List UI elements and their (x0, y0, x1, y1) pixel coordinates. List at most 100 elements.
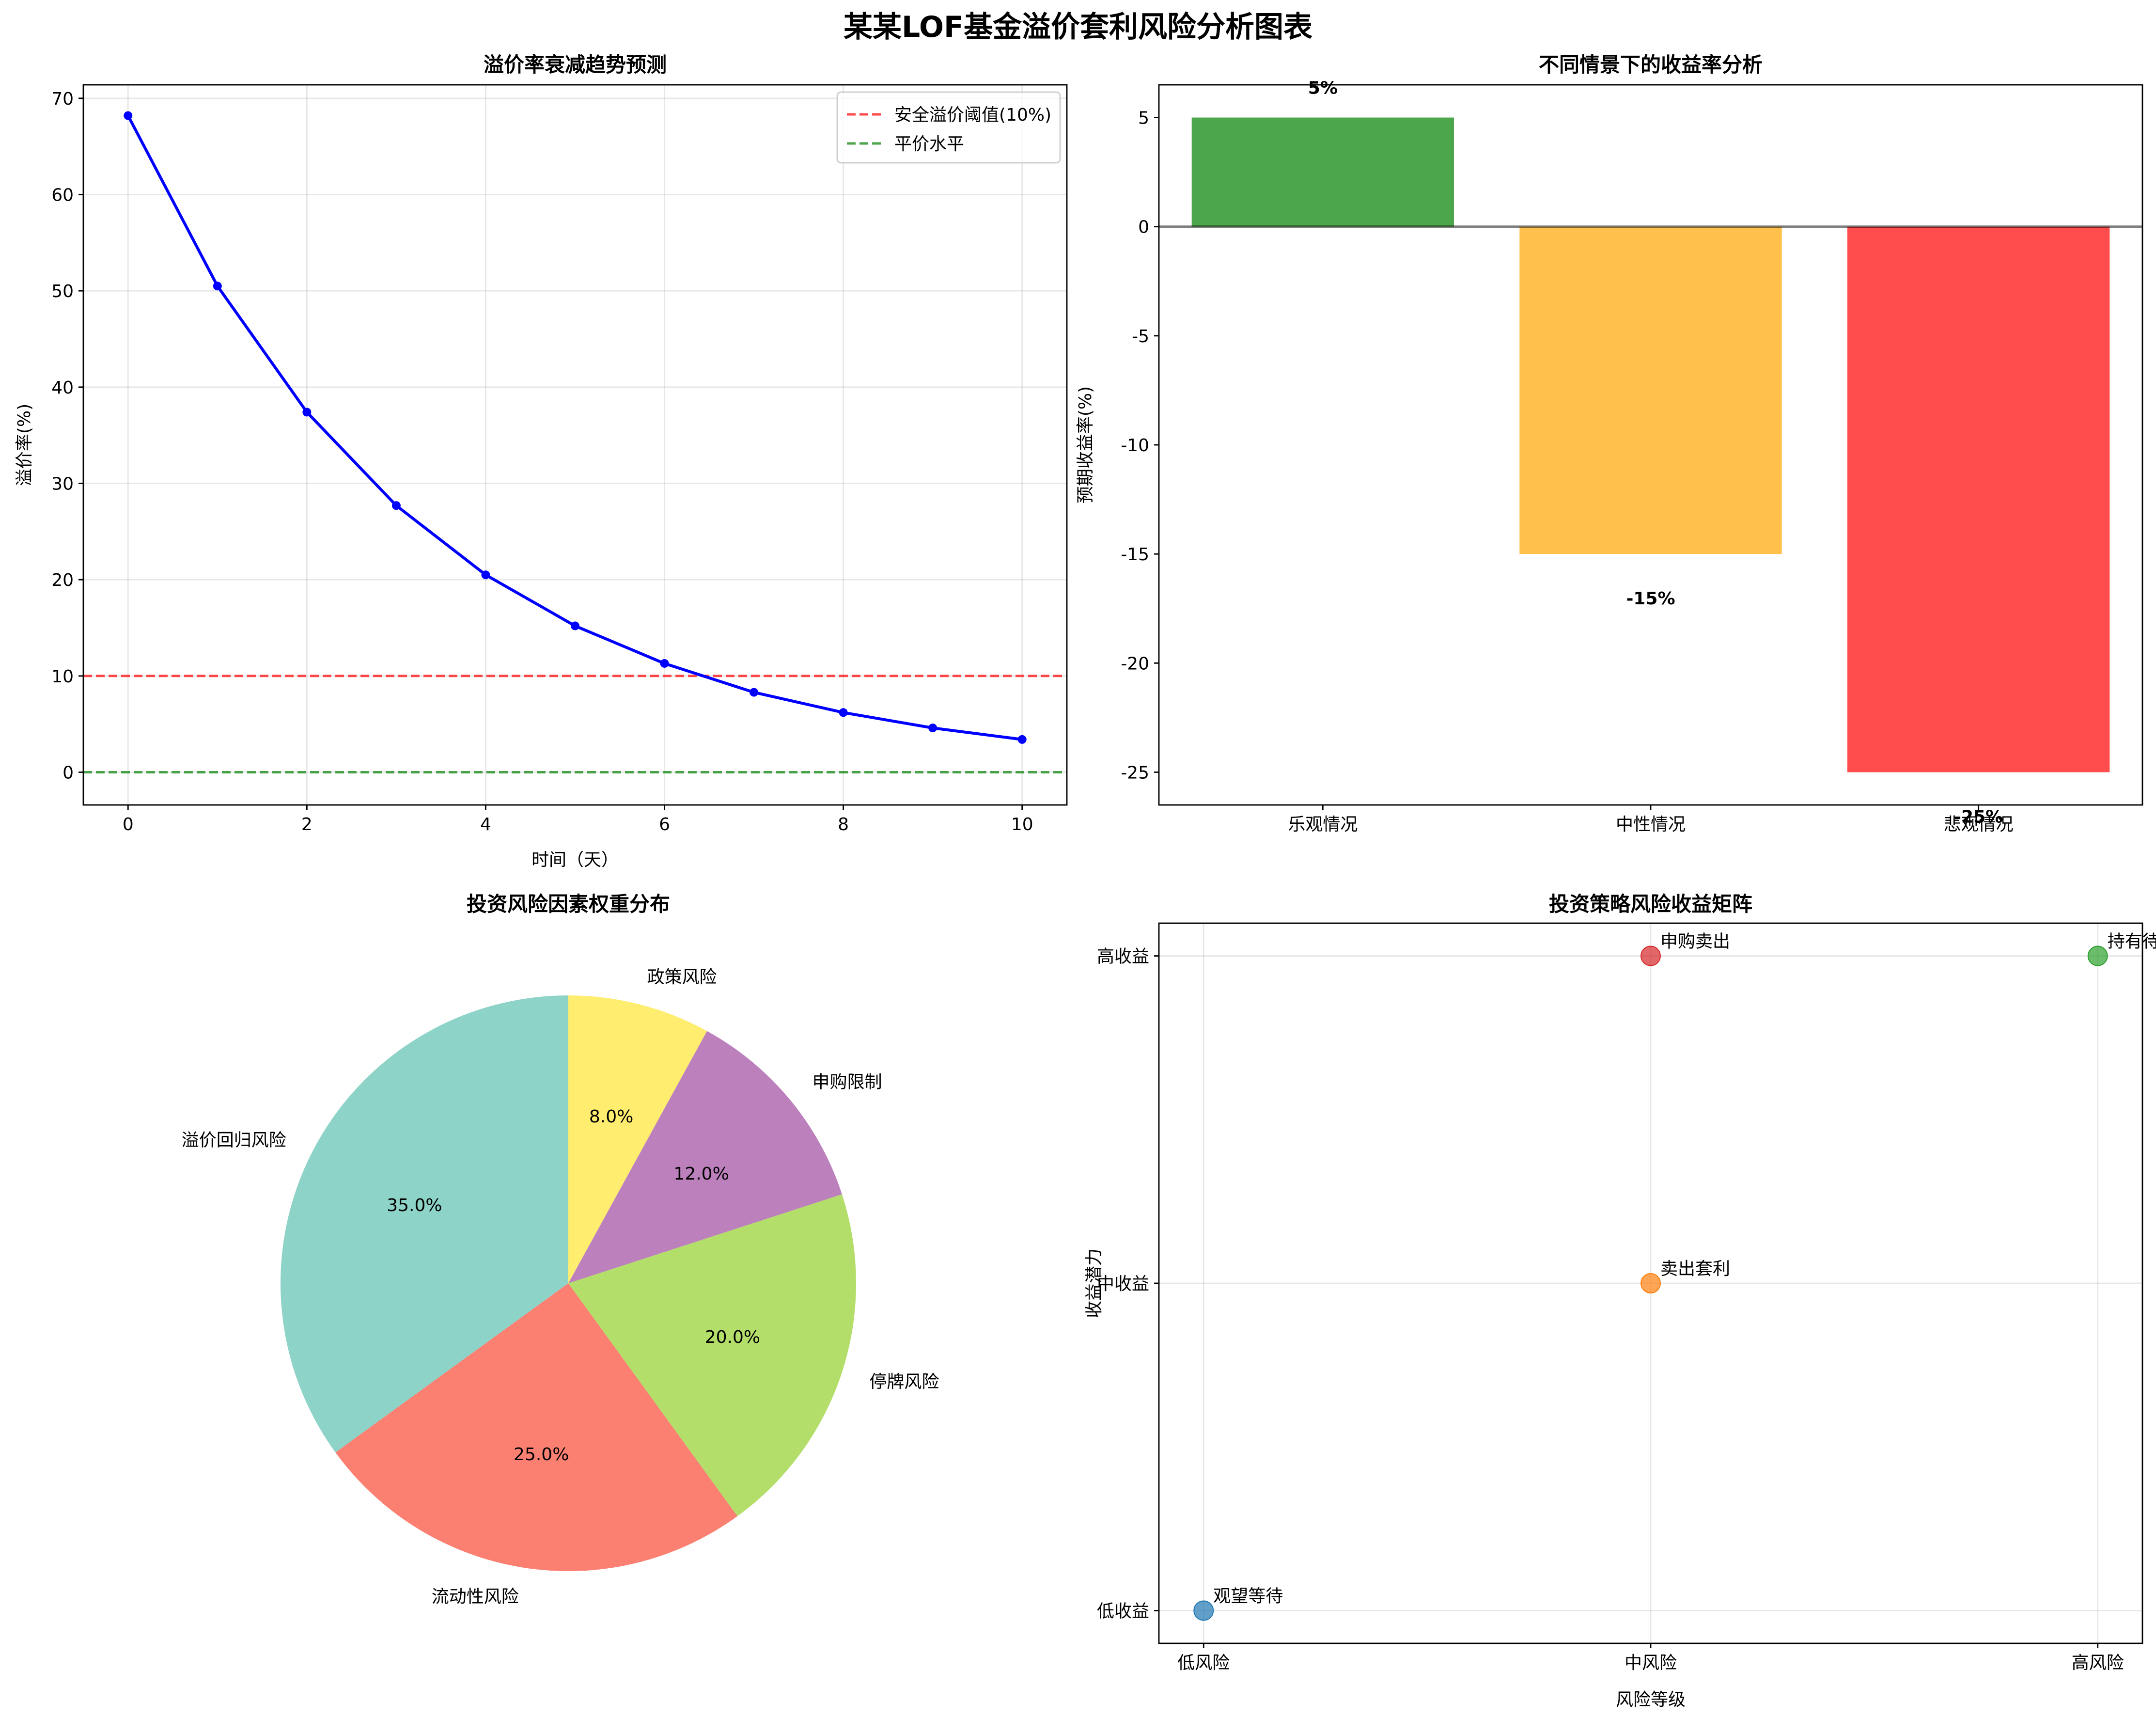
pie-slice-label: 溢价回归风险 (182, 1130, 286, 1150)
pie-slices (280, 995, 856, 1572)
premium-rate-point (928, 724, 937, 733)
line-chart-y-tick-label: 40 (51, 378, 74, 398)
bar-chart-bars (1191, 117, 2110, 772)
pie-slice-label: 政策风险 (647, 967, 717, 987)
line-chart-x-tick-label: 0 (123, 815, 134, 835)
strategy-point (2087, 945, 2108, 966)
pie-chart-title: 投资风险因素权重分布 (467, 892, 670, 916)
line-chart-x-tick-label: 6 (659, 815, 670, 835)
bar-value-label: -25% (1954, 807, 2003, 827)
line-chart-x-ticks: 0 2 4 6 8 10 (123, 805, 1033, 835)
scenario-bar (1519, 226, 1782, 554)
bar-chart-title: 不同情景下的收益率分析 (1539, 53, 1763, 77)
line-chart-y-tick-label: 70 (51, 89, 74, 109)
figure-suptitle: 某某LOF基金溢价套利风险分析图表 (844, 10, 1312, 44)
line-chart-y-tick-label: 30 (51, 474, 74, 494)
strategy-point-label: 申购卖出 (1660, 932, 1730, 952)
line-chart-y-tick-label: 10 (51, 667, 74, 687)
strategy-point-label: 观望等待 (1213, 1586, 1283, 1606)
pie-slice-label: 停牌风险 (869, 1372, 939, 1392)
line-chart-legend: 安全溢价阈值(10%) 平价水平 (836, 91, 1061, 164)
bar-chart-y-tick-label: -20 (1121, 654, 1149, 674)
pie-slice (335, 1283, 738, 1572)
scatter-chart-title: 投资策略风险收益矩阵 (1549, 892, 1752, 916)
premium-rate-point (839, 708, 848, 717)
strategy-point (1640, 1273, 1661, 1293)
bar-chart-y-tick-label: -10 (1121, 436, 1149, 456)
premium-rate-point (660, 659, 669, 668)
strategy-point (1640, 945, 1661, 966)
bar-chart-x-ticks: 乐观情况 中性情况 悲观情况 (1288, 805, 2014, 835)
pie-slice-label: 申购限制 (812, 1072, 882, 1092)
legend-box (836, 91, 1061, 164)
strategy-point-label: 卖出套利 (1660, 1259, 1730, 1279)
line-chart-x-tick-label: 10 (1011, 815, 1033, 835)
bar-chart-value-labels: 5% -15% -25% (1308, 79, 2003, 827)
scatter-chart-x-ticks: 低风险 中风险 高风险 (1177, 1643, 2124, 1673)
pie-slice (568, 1194, 856, 1516)
bar-chart-y-tick-label: 0 (1138, 218, 1149, 237)
line-chart-y-tick-label: 0 (62, 763, 74, 783)
line-chart-y-ticks: 0 10 20 30 40 50 60 70 (51, 89, 83, 783)
pie-slice (280, 995, 568, 1453)
scenario-return-bar-chart: 不同情景下的收益率分析 5%-15%-25% 乐观情况 中性情况 悲观情况 -25-… (1076, 53, 2143, 835)
line-chart-y-tick-label: 50 (51, 282, 74, 301)
premium-rate-point (302, 408, 312, 417)
line-chart-title: 溢价率衰减趋势预测 (484, 53, 667, 77)
line-chart-x-tick-label: 2 (301, 815, 312, 835)
pie-slice (568, 995, 707, 1283)
scatter-chart-points: 观望等待 卖出套利 持有待涨 申购卖出 (1193, 932, 2156, 1621)
premium-rate-point (1017, 735, 1027, 744)
pie-labels: 溢价回归风险 35.0% 流动性风险 25.0% 停牌风险 20.0% 申购限制 12.0% 政… (182, 967, 939, 1607)
risk-factor-pie-chart: 投资风险因素权重分布 溢价回归风险 35.0% 流动性风险 25.0% 停牌风险 20.0… (182, 892, 939, 1607)
premium-rate-point (213, 282, 222, 291)
strategy-point (1193, 1600, 1214, 1621)
bar-chart-y-tick-label: -25 (1121, 763, 1149, 783)
pie-slice (568, 1031, 842, 1283)
premium-rate-series-markers (124, 111, 1027, 744)
scatter-y-tick-label: 中收益 (1097, 1274, 1149, 1294)
line-chart-ylabel: 溢价率(%) (15, 404, 34, 486)
scenario-bar (1191, 117, 1454, 227)
line-chart-reference-lines (83, 675, 1067, 773)
bar-chart-x-tick-label: 中性情况 (1616, 815, 1686, 835)
bar-chart-x-tick-label: 乐观情况 (1288, 815, 1358, 835)
pie-slice-percent: 12.0% (673, 1164, 729, 1184)
pie-slice-percent: 8.0% (589, 1107, 633, 1127)
premium-rate-point (391, 501, 401, 510)
premium-rate-series-line (126, 115, 1023, 741)
premium-rate-point (750, 688, 759, 697)
line-chart-x-tick-label: 8 (838, 815, 849, 835)
pie-slice-label: 流动性风险 (432, 1587, 519, 1607)
legend-parity-label: 平价水平 (894, 134, 964, 154)
premium-rate-point (481, 570, 490, 580)
pie-slice-percent: 25.0% (514, 1445, 569, 1465)
legend-threshold-label: 安全溢价阈值(10%) (894, 105, 1051, 125)
premium-rate-point (571, 621, 579, 630)
scatter-y-tick-label: 高收益 (1097, 947, 1149, 967)
bar-value-label: 5% (1308, 79, 1338, 98)
bar-chart-ylabel: 预期收益率(%) (1076, 386, 1095, 504)
line-chart-grid (83, 85, 1067, 805)
scatter-chart-xlabel: 风险等级 (1616, 1690, 1686, 1710)
scatter-x-tick-label: 高风险 (2072, 1653, 2124, 1673)
scatter-chart-ylabel: 收益潜力 (1084, 1248, 1104, 1318)
bar-chart-y-ticks: -25 -20 -15 -10 -5 0 5 (1121, 109, 1159, 783)
bar-chart-y-tick-label: -15 (1121, 545, 1149, 565)
scatter-y-tick-label: 低收益 (1097, 1601, 1149, 1621)
line-chart-x-tick-label: 4 (480, 815, 491, 835)
bar-chart-y-tick-label: 5 (1138, 109, 1149, 128)
pie-slice-percent: 35.0% (387, 1196, 442, 1215)
line-chart-xlabel: 时间（天） (531, 850, 619, 870)
line-chart-y-tick-label: 60 (51, 185, 74, 205)
bar-chart-x-tick-label: 悲观情况 (1944, 815, 2014, 835)
strategy-point-label: 持有待涨 (2108, 932, 2156, 952)
scenario-bar (1847, 226, 2110, 772)
bar-value-label: -15% (1626, 589, 1675, 609)
bar-chart-y-tick-label: -5 (1132, 327, 1149, 347)
pie-slice-percent: 20.0% (705, 1327, 760, 1347)
scatter-x-tick-label: 中风险 (1625, 1653, 1677, 1673)
